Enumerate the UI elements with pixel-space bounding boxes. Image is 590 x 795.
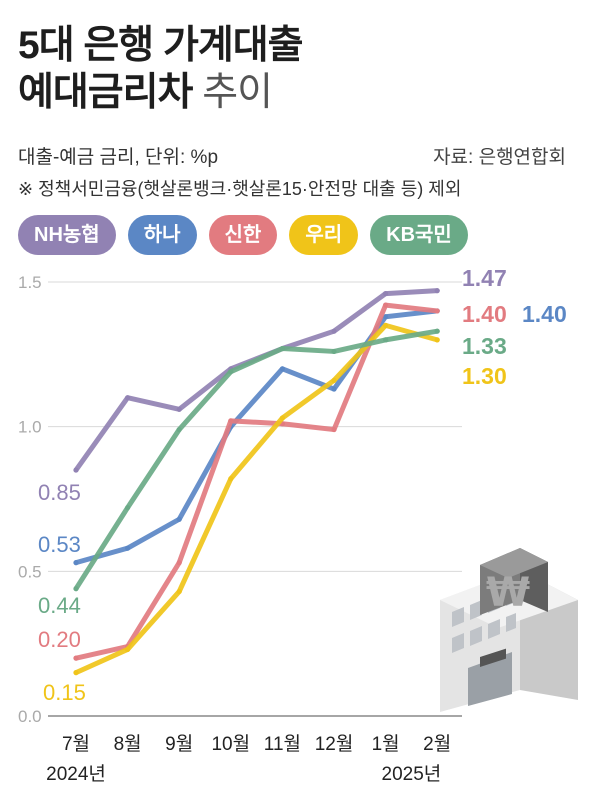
x-tick-label: 9월 [165,733,193,755]
legend: NH농협 하나 신한 우리 KB국민 [18,215,468,255]
x-tick-label: 8월 [114,733,142,755]
x-tick-label: 10월 [211,733,250,755]
y-tick-label: 1.5 [18,273,42,292]
title-light-part: 추이 [202,71,273,114]
data-point [331,348,337,355]
series-line-2 [73,302,440,661]
end-value-label: 1.33 [462,333,507,359]
end-value-label: 1.47 [462,265,507,291]
data-point [279,415,285,421]
data-point [125,545,131,551]
data-point [73,655,79,661]
data-point [434,328,440,334]
end-value-label: 1.40 [462,301,507,327]
legend-shinhan: 신한 [208,215,278,255]
data-point [434,288,440,294]
data-point [73,586,79,592]
series-line-4 [73,328,440,592]
data-point [176,426,182,433]
x-tick-label: 2월 [423,733,451,755]
title-bold-part: 예대금리차 [18,71,193,114]
legend-nh: NH농협 [18,215,116,255]
end-value-label: 1.30 [462,363,507,389]
title-line-1: 5대 은행 가계대출 [18,24,304,67]
data-point [434,337,440,343]
x-tick-label: 7월 [62,733,90,755]
y-tick-label: 1.0 [18,418,42,437]
start-value-label: 0.44 [38,593,81,618]
start-value-label: 0.53 [38,532,81,557]
data-point [383,337,389,343]
start-value-label: 0.15 [43,680,86,705]
data-point [176,406,182,412]
data-point [176,516,182,522]
y-tick-label: 0.0 [18,707,42,726]
year-end-label: 2025년 [382,763,442,785]
data-point [73,670,79,676]
y-tick-label: 0.5 [18,562,42,581]
x-axis-labels: 7월 8월 9월 10월 11월 12월 1월 2월 2024년 2025년 [46,733,451,785]
data-point [331,426,337,433]
series-line-3 [73,322,440,676]
data-point [383,290,389,297]
legend-kb: KB국민 [370,215,468,255]
chart-grid: 0.0 0.5 1.0 1.5 [18,273,462,726]
data-point [331,377,337,383]
year-start-label: 2024년 [46,763,106,785]
data-point [176,560,182,566]
legend-woori: 우리 [289,215,359,255]
chart-note: ※ 정책서민금융(햇살론뱅크·햇살론15·안전망 대출 등) 제외 [18,179,462,199]
data-point [331,328,337,334]
data-point [279,345,285,352]
legend-hana: 하나 [127,215,197,255]
data-point [125,395,131,401]
data-point [228,476,234,482]
data-point [331,386,337,392]
series-lines [73,288,440,676]
data-point [383,322,389,328]
x-tick-label: 1월 [372,733,400,755]
data-point [176,588,182,595]
chart-source: 자료: 은행연합회 [433,147,566,168]
series-line-1 [73,308,440,566]
data-point [434,308,440,314]
start-value-label: 0.85 [38,480,81,505]
start-value-label: 0.20 [38,627,81,652]
data-point [279,366,285,372]
title-line-2: 예대금리차 추이 [18,69,303,116]
x-tick-label: 12월 [315,733,354,755]
x-tick-label: 11월 [264,733,301,755]
data-point [125,505,131,511]
bank-building-icon: ₩ [440,548,578,712]
data-point [73,467,79,473]
data-point [73,560,79,566]
end-value-label: 1.40 [522,301,567,327]
svg-text:₩: ₩ [486,570,530,616]
value-labels: 0.85 1.47 0.53 1.40 0.20 1.40 0.15 1.30 0.44 1.33 [38,265,567,705]
chart-title: 5대 은행 가계대출 예대금리차 추이 [18,22,304,116]
data-point [383,314,389,320]
chart-subtitle: 대출-예금 금리, 단위: %p [18,147,219,168]
data-point [228,369,234,375]
data-point [383,302,389,308]
data-point [228,418,234,424]
data-point [125,646,131,653]
